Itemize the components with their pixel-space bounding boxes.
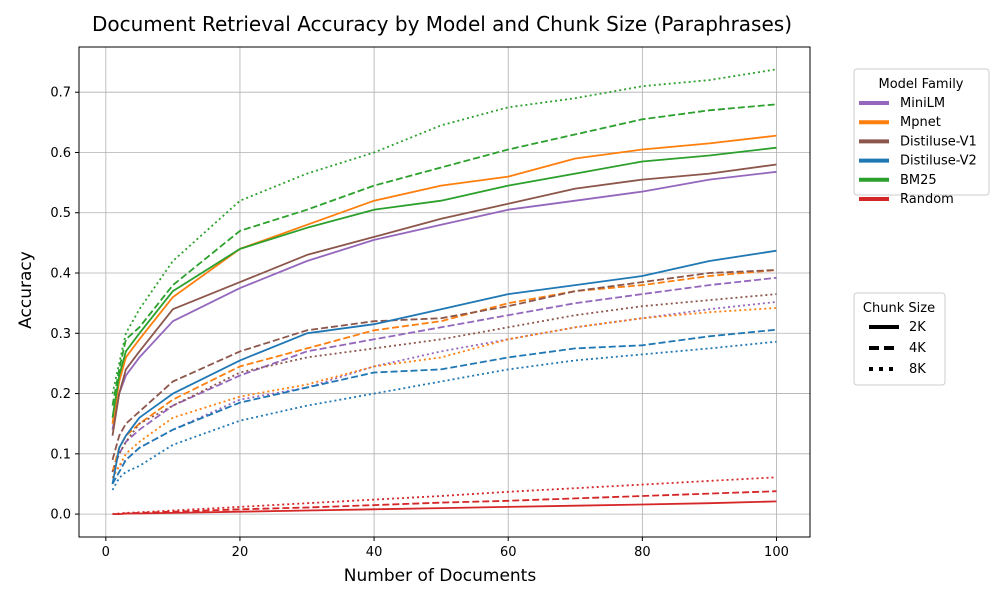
y-tick-label: 0.4 xyxy=(50,267,71,282)
series-distiluse-v1-4k xyxy=(111,269,777,461)
legend-model-entries: MiniLM Mpnet Distiluse-V1 Distiluse-V2 BM25 R… xyxy=(859,96,977,207)
legend-label-mpnet: Mpnet xyxy=(900,115,941,130)
legend-chunk-size: Chunk Size 2K 4K 8K xyxy=(853,292,946,386)
series-distiluse-v2-2k xyxy=(111,249,777,485)
x-tick-label: 80 xyxy=(634,545,651,560)
y-axis: 0.0 0.1 0.2 0.3 0.4 0.5 0.6 0.7 xyxy=(50,86,79,523)
chart-title: Document Retrieval Accuracy by Model and… xyxy=(92,12,792,36)
legend-chunk-entries: 2K 4K 8K xyxy=(869,320,926,377)
x-tick-label: 20 xyxy=(232,545,249,560)
y-tick-label: 0.7 xyxy=(50,86,71,101)
series-distiluse-v1-2k xyxy=(111,163,777,436)
legend-model-family: Model Family MiniLM Mpnet Distiluse-V1 Dist… xyxy=(853,68,990,207)
series-random-8k xyxy=(112,476,777,515)
legend-model-family-box xyxy=(853,68,990,196)
y-tick-label: 0.2 xyxy=(50,387,71,402)
legend-model-family-title: Model Family xyxy=(879,77,964,92)
y-tick-label: 0.5 xyxy=(50,206,71,221)
series-bm25-8k xyxy=(111,68,777,394)
legend-label-bm25: BM25 xyxy=(900,173,937,188)
series-bm25-4k xyxy=(111,103,777,406)
series-bm25-2k xyxy=(111,146,777,418)
y-axis-title: Accuracy xyxy=(16,251,36,329)
y-tick-label: 0.6 xyxy=(50,146,71,161)
y-tick-label: 0.0 xyxy=(50,508,71,523)
series-distiluse-v2-4k xyxy=(111,328,777,485)
series-minilm-2k xyxy=(111,170,777,430)
series-distiluse-v1-8k xyxy=(111,293,777,473)
legend-label-8k: 8K xyxy=(909,362,926,377)
series-distiluse-v2-8k xyxy=(111,340,777,491)
x-axis: 0 20 40 60 80 100 xyxy=(102,537,789,560)
x-tick-label: 0 xyxy=(102,545,110,560)
legend-label-2k: 2K xyxy=(909,320,926,335)
legend-label-minilm: MiniLM xyxy=(900,96,945,111)
legend-label-distiluse-v2: Distiluse-V2 xyxy=(900,154,977,169)
legend-label-4k: 4K xyxy=(909,341,926,356)
x-axis-title: Number of Documents xyxy=(344,566,537,586)
legend-chunk-size-box xyxy=(853,292,946,386)
x-tick-label: 60 xyxy=(500,545,517,560)
y-tick-label: 0.1 xyxy=(50,447,71,462)
series-mpnet-2k xyxy=(111,134,777,424)
series-layer xyxy=(111,68,777,515)
x-tick-label: 100 xyxy=(764,545,789,560)
plot-frame xyxy=(78,46,811,538)
y-tick-label: 0.3 xyxy=(50,327,71,342)
series-mpnet-8k xyxy=(111,307,777,479)
legend-chunk-size-title: Chunk Size xyxy=(863,301,935,316)
legend-label-random: Random xyxy=(900,192,954,207)
legend-label-distiluse-v1: Distiluse-V1 xyxy=(900,134,977,149)
x-tick-label: 40 xyxy=(366,545,383,560)
